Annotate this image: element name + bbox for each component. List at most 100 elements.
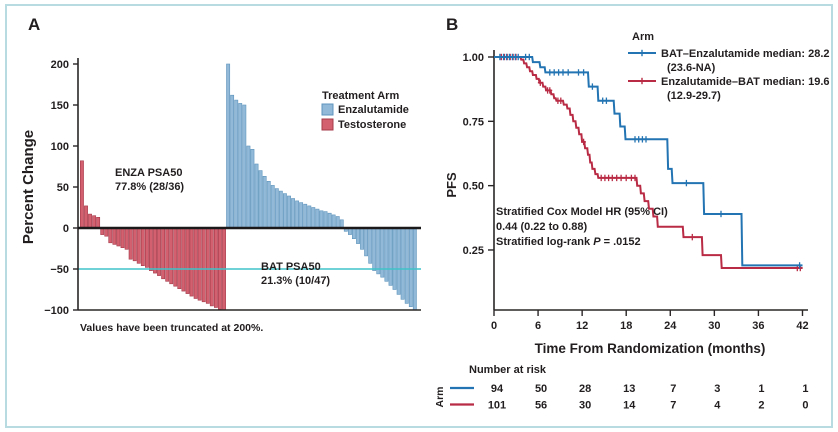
risk-count: 101 bbox=[488, 400, 506, 412]
waterfall-bar bbox=[201, 227, 206, 303]
risk-count: 14 bbox=[623, 400, 636, 412]
waterfall-bar bbox=[368, 227, 373, 264]
truncation-footnote: Values have been truncated at 200%. bbox=[80, 322, 263, 334]
y-tick-label: 50 bbox=[57, 182, 69, 194]
waterfall-bar bbox=[396, 227, 401, 295]
enzalutamide-swatch bbox=[321, 103, 334, 116]
pfs-axis-title: PFS bbox=[444, 172, 459, 198]
waterfall-bar bbox=[80, 160, 84, 229]
waterfall-bar bbox=[234, 99, 239, 229]
y-tick-label: 150 bbox=[51, 100, 69, 112]
km-chart: B PFS 1.000.750.500.250 6 12 18 24 30 36 42 Arm… bbox=[434, 15, 830, 412]
arm-legend: Arm BAT–Enzalutamide median: 28.2 (23.6-… bbox=[628, 31, 830, 102]
km-legend-red-label: Enzalutamide–BAT median: 19.6 bbox=[661, 76, 830, 88]
bat-psa50-annotation-line2: 21.3% (10/47) bbox=[261, 275, 330, 287]
waterfall-bar bbox=[315, 208, 320, 229]
y-tick-label: 200 bbox=[51, 59, 69, 71]
y-tick-label: 100 bbox=[51, 141, 69, 153]
risk-count: 1 bbox=[758, 383, 764, 395]
x-tick-label: 24 bbox=[664, 320, 677, 332]
y-tick-label: −100 bbox=[44, 305, 69, 317]
waterfall-bar bbox=[84, 205, 88, 229]
waterfall-bar bbox=[303, 203, 308, 229]
waterfall-bar bbox=[189, 227, 194, 297]
testosterone-swatch bbox=[321, 118, 334, 131]
waterfall-bar bbox=[205, 227, 210, 304]
cox-annotation: Stratified Cox Model HR (95% CI) 0.44 (0… bbox=[496, 206, 668, 248]
waterfall-bar bbox=[278, 190, 283, 229]
risk-row-axis-label: Arm bbox=[434, 386, 446, 407]
km-curves bbox=[494, 53, 803, 272]
waterfall-bar bbox=[209, 227, 214, 307]
bat-psa50-annotation-line1: BAT PSA50 bbox=[261, 261, 321, 273]
km-legend-title: Arm bbox=[632, 31, 654, 43]
waterfall-bar bbox=[323, 211, 328, 229]
waterfall-bar bbox=[404, 227, 409, 304]
waterfall-bar bbox=[254, 163, 259, 229]
risk-count: 2 bbox=[758, 400, 764, 412]
waterfall-bar bbox=[311, 207, 316, 229]
waterfall-bar bbox=[360, 227, 364, 250]
waterfall-bar bbox=[116, 227, 121, 247]
waterfall-bar bbox=[376, 227, 381, 275]
number-at-risk-table: Number at risk Arm 94 50 28 13 7 3 1 1 101 56 30 14… bbox=[434, 364, 809, 412]
number-at-risk-title: Number at risk bbox=[469, 364, 547, 376]
risk-count: 30 bbox=[579, 400, 591, 412]
waterfall-bar bbox=[226, 63, 231, 229]
waterfall-bar bbox=[262, 176, 267, 229]
legend-title: Treatment Arm bbox=[322, 90, 399, 102]
waterfall-bar bbox=[384, 227, 389, 282]
waterfall-chart: A Percent Change 200 150 100 50 0 −50 −100 ENZ… bbox=[20, 15, 421, 334]
enza-psa50-annotation-line1: ENZA PSA50 bbox=[115, 167, 182, 179]
panel-b-label: B bbox=[446, 15, 458, 34]
waterfall-bar bbox=[197, 227, 202, 301]
waterfall-bar bbox=[295, 200, 300, 229]
waterfall-bar bbox=[327, 212, 332, 229]
km-legend-red-ci: (12.9-29.7) bbox=[667, 90, 721, 102]
x-axis-title: Time From Randomization (months) bbox=[535, 341, 766, 356]
y-tick-label: 0.75 bbox=[463, 116, 484, 128]
waterfall-bar bbox=[128, 227, 133, 260]
panel-a-label: A bbox=[28, 15, 40, 34]
waterfall-bar bbox=[400, 227, 405, 300]
waterfall-bar bbox=[214, 227, 218, 308]
cox-line1: Stratified Cox Model HR (95% CI) bbox=[496, 206, 668, 218]
risk-count: 4 bbox=[714, 400, 721, 412]
km-legend-blue-ci: (23.6-NA) bbox=[667, 62, 716, 74]
waterfall-bar bbox=[274, 188, 279, 229]
panel-a-y-axis-title: Percent Change bbox=[20, 130, 37, 244]
waterfall-bar bbox=[356, 227, 360, 244]
waterfall-bar bbox=[392, 227, 397, 290]
waterfall-bar bbox=[149, 227, 153, 271]
waterfall-bar bbox=[124, 227, 129, 250]
waterfall-bar bbox=[136, 227, 141, 264]
legend-label-enzalutamide: Enzalutamide bbox=[338, 104, 409, 116]
km-curve bbox=[494, 56, 803, 267]
waterfall-bar bbox=[270, 185, 275, 229]
waterfall-bar bbox=[266, 181, 271, 229]
y-tick-label: 1.00 bbox=[463, 52, 484, 64]
waterfall-bars bbox=[78, 63, 421, 311]
enza-psa50-annotation-line2: 77.8% (28/36) bbox=[115, 181, 184, 193]
waterfall-bar bbox=[165, 227, 170, 282]
risk-count: 3 bbox=[714, 383, 720, 395]
waterfall-bar bbox=[161, 227, 166, 280]
waterfall-bar bbox=[351, 227, 356, 239]
waterfall-bar bbox=[112, 227, 117, 245]
y-tick-label: 0.50 bbox=[463, 181, 484, 193]
x-tick-label: 42 bbox=[796, 320, 808, 332]
km-curve bbox=[494, 56, 803, 269]
risk-count: 50 bbox=[535, 383, 547, 395]
legend-label-testosterone: Testosterone bbox=[338, 119, 406, 131]
waterfall-bar bbox=[319, 210, 324, 229]
waterfall-bar bbox=[291, 198, 295, 229]
waterfall-bar bbox=[96, 217, 101, 229]
waterfall-bar bbox=[230, 94, 235, 229]
risk-count: 0 bbox=[802, 400, 808, 412]
x-tick-label: 6 bbox=[535, 320, 541, 332]
waterfall-bar bbox=[108, 227, 113, 244]
x-tick-label: 12 bbox=[576, 320, 588, 332]
waterfall-bar bbox=[120, 227, 125, 249]
waterfall-bar bbox=[185, 227, 190, 294]
waterfall-bar bbox=[380, 227, 385, 278]
